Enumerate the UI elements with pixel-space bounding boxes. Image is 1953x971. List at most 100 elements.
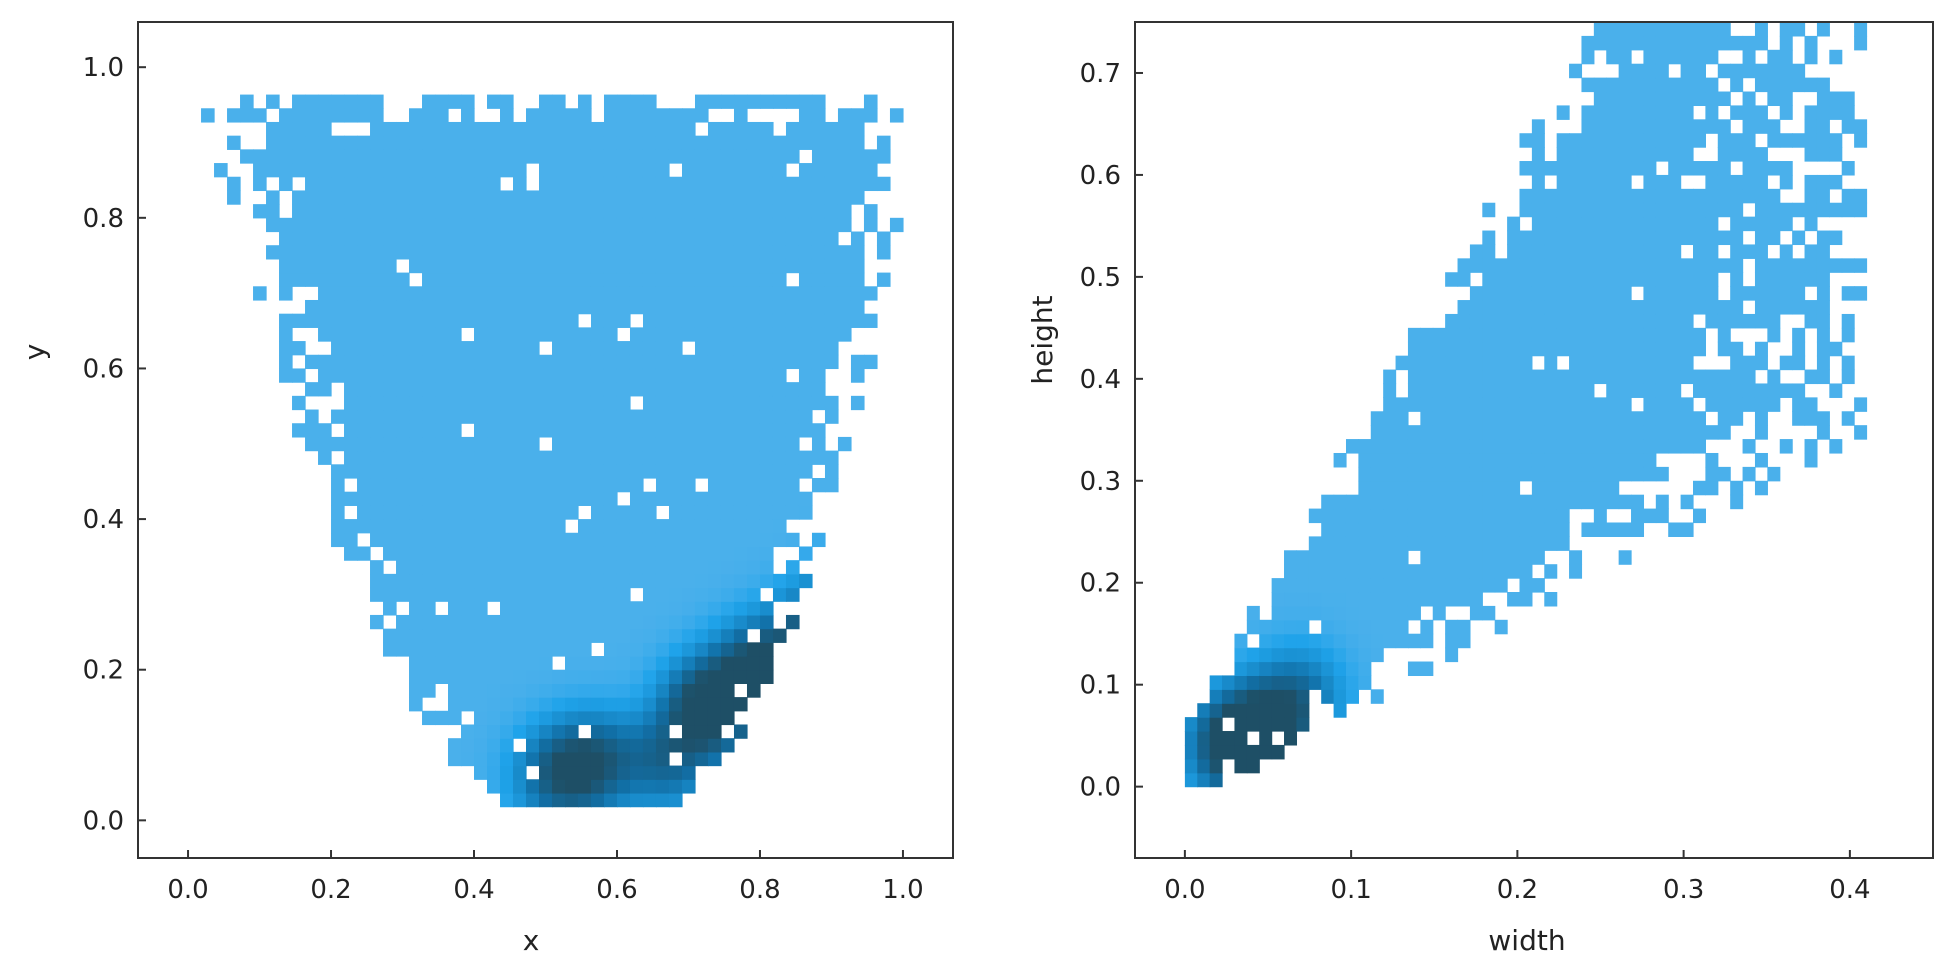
heatmap-cell xyxy=(1792,77,1806,93)
heatmap-cell xyxy=(1482,383,1496,398)
heatmap-cell xyxy=(772,327,787,342)
heatmap-cell xyxy=(1531,508,1545,524)
heatmap-cell xyxy=(1742,91,1756,107)
heatmap-cell xyxy=(720,354,735,370)
heatmap-cell xyxy=(1569,383,1583,398)
heatmap-cell xyxy=(578,601,592,616)
heatmap-cell xyxy=(1668,161,1682,176)
heatmap-cell xyxy=(513,792,527,808)
heatmap-cell xyxy=(565,299,579,315)
heatmap-cell xyxy=(707,656,722,671)
heatmap-cell xyxy=(1655,91,1669,107)
heatmap-cell xyxy=(292,313,306,328)
heatmap-cell xyxy=(474,464,488,479)
heatmap-cell xyxy=(513,423,527,438)
heatmap-cell xyxy=(1209,772,1223,788)
heatmap-cell xyxy=(1383,480,1397,496)
heatmap-cell xyxy=(629,546,644,561)
heatmap-cell xyxy=(603,519,618,534)
heatmap-cell xyxy=(720,135,735,150)
heatmap-cell xyxy=(487,436,501,452)
heatmap-cell xyxy=(1544,313,1558,329)
heatmap-cell xyxy=(1754,22,1768,37)
heatmap-cell xyxy=(746,382,761,397)
heatmap-cell xyxy=(681,409,696,424)
heatmap-cell xyxy=(1432,397,1446,412)
heatmap-cell xyxy=(383,601,397,616)
heatmap-cell xyxy=(552,546,566,561)
heatmap-cell xyxy=(1841,161,1855,176)
heatmap-cell xyxy=(746,491,761,506)
heatmap-cell xyxy=(1693,369,1706,385)
heatmap-cell xyxy=(1816,202,1830,218)
heatmap-cell xyxy=(824,217,839,233)
heatmap-cell xyxy=(642,546,657,561)
heatmap-cell xyxy=(526,135,540,150)
heatmap-cell xyxy=(448,710,462,726)
heatmap-cell xyxy=(448,560,462,575)
heatmap-cell xyxy=(1655,508,1669,524)
heatmap-cell xyxy=(422,587,436,602)
heatmap-cell xyxy=(1606,480,1620,496)
heatmap-cell xyxy=(1383,494,1397,510)
heatmap-cell xyxy=(1296,592,1310,607)
heatmap-cell xyxy=(772,532,787,548)
heatmap-cell xyxy=(526,382,540,397)
heatmap-cell xyxy=(474,272,488,287)
heatmap-cell xyxy=(1271,633,1285,649)
heatmap-cell xyxy=(707,724,722,739)
heatmap-cell xyxy=(1445,272,1459,287)
heatmap-cell xyxy=(733,258,748,274)
heatmap-cell xyxy=(539,313,553,328)
heatmap-cell xyxy=(694,354,709,370)
heatmap-cell xyxy=(642,601,657,616)
heatmap-cell xyxy=(539,163,553,178)
heatmap-cell xyxy=(1494,411,1508,426)
heatmap-cell xyxy=(1370,647,1384,663)
heatmap-cell xyxy=(603,423,618,438)
heatmap-cell xyxy=(642,519,657,534)
heatmap-cell xyxy=(474,204,488,219)
heatmap-cell xyxy=(1284,564,1298,579)
heatmap-cell xyxy=(1507,313,1521,329)
heatmap-cell xyxy=(824,149,839,164)
heatmap-cell xyxy=(1531,522,1545,537)
heatmap-cell xyxy=(694,614,709,630)
heatmap-cell xyxy=(655,628,670,643)
heatmap-cell xyxy=(1358,550,1372,565)
heatmap-cell xyxy=(616,614,631,630)
heatmap-cell xyxy=(1556,147,1570,162)
heatmap-cell xyxy=(1519,425,1533,440)
heatmap-cell xyxy=(837,108,852,123)
heatmap-cell xyxy=(733,505,748,520)
heatmap-cell xyxy=(565,614,579,630)
heatmap-cell xyxy=(1606,494,1620,510)
heatmap-cell xyxy=(772,395,787,411)
heatmap-cell xyxy=(409,341,423,356)
heatmap-cell xyxy=(1754,174,1768,190)
heatmap-cell xyxy=(707,354,722,370)
heatmap-cell xyxy=(733,176,748,192)
heatmap-cell xyxy=(629,751,644,767)
heatmap-cell xyxy=(1717,313,1731,329)
heatmap-cell xyxy=(720,149,735,164)
heatmap-cell xyxy=(681,327,696,342)
heatmap-cell xyxy=(590,409,605,424)
heatmap-cell xyxy=(318,245,332,260)
heatmap-cell xyxy=(681,587,696,602)
heatmap-cell xyxy=(461,190,475,205)
heatmap-cell xyxy=(629,464,644,479)
heatmap-cell xyxy=(681,368,696,383)
heatmap-cell xyxy=(1544,258,1558,273)
heatmap-cell xyxy=(500,313,514,328)
heatmap-cell xyxy=(668,614,683,630)
heatmap-cell xyxy=(1643,300,1657,315)
heatmap-cell xyxy=(1618,161,1632,176)
heatmap-cell xyxy=(1246,647,1260,663)
heatmap-cell xyxy=(603,560,618,575)
heatmap-cell xyxy=(266,149,280,164)
heatmap-cell xyxy=(603,272,618,287)
heatmap-cell xyxy=(1581,105,1595,120)
heatmap-cell xyxy=(733,299,748,315)
heatmap-cell xyxy=(448,505,462,520)
